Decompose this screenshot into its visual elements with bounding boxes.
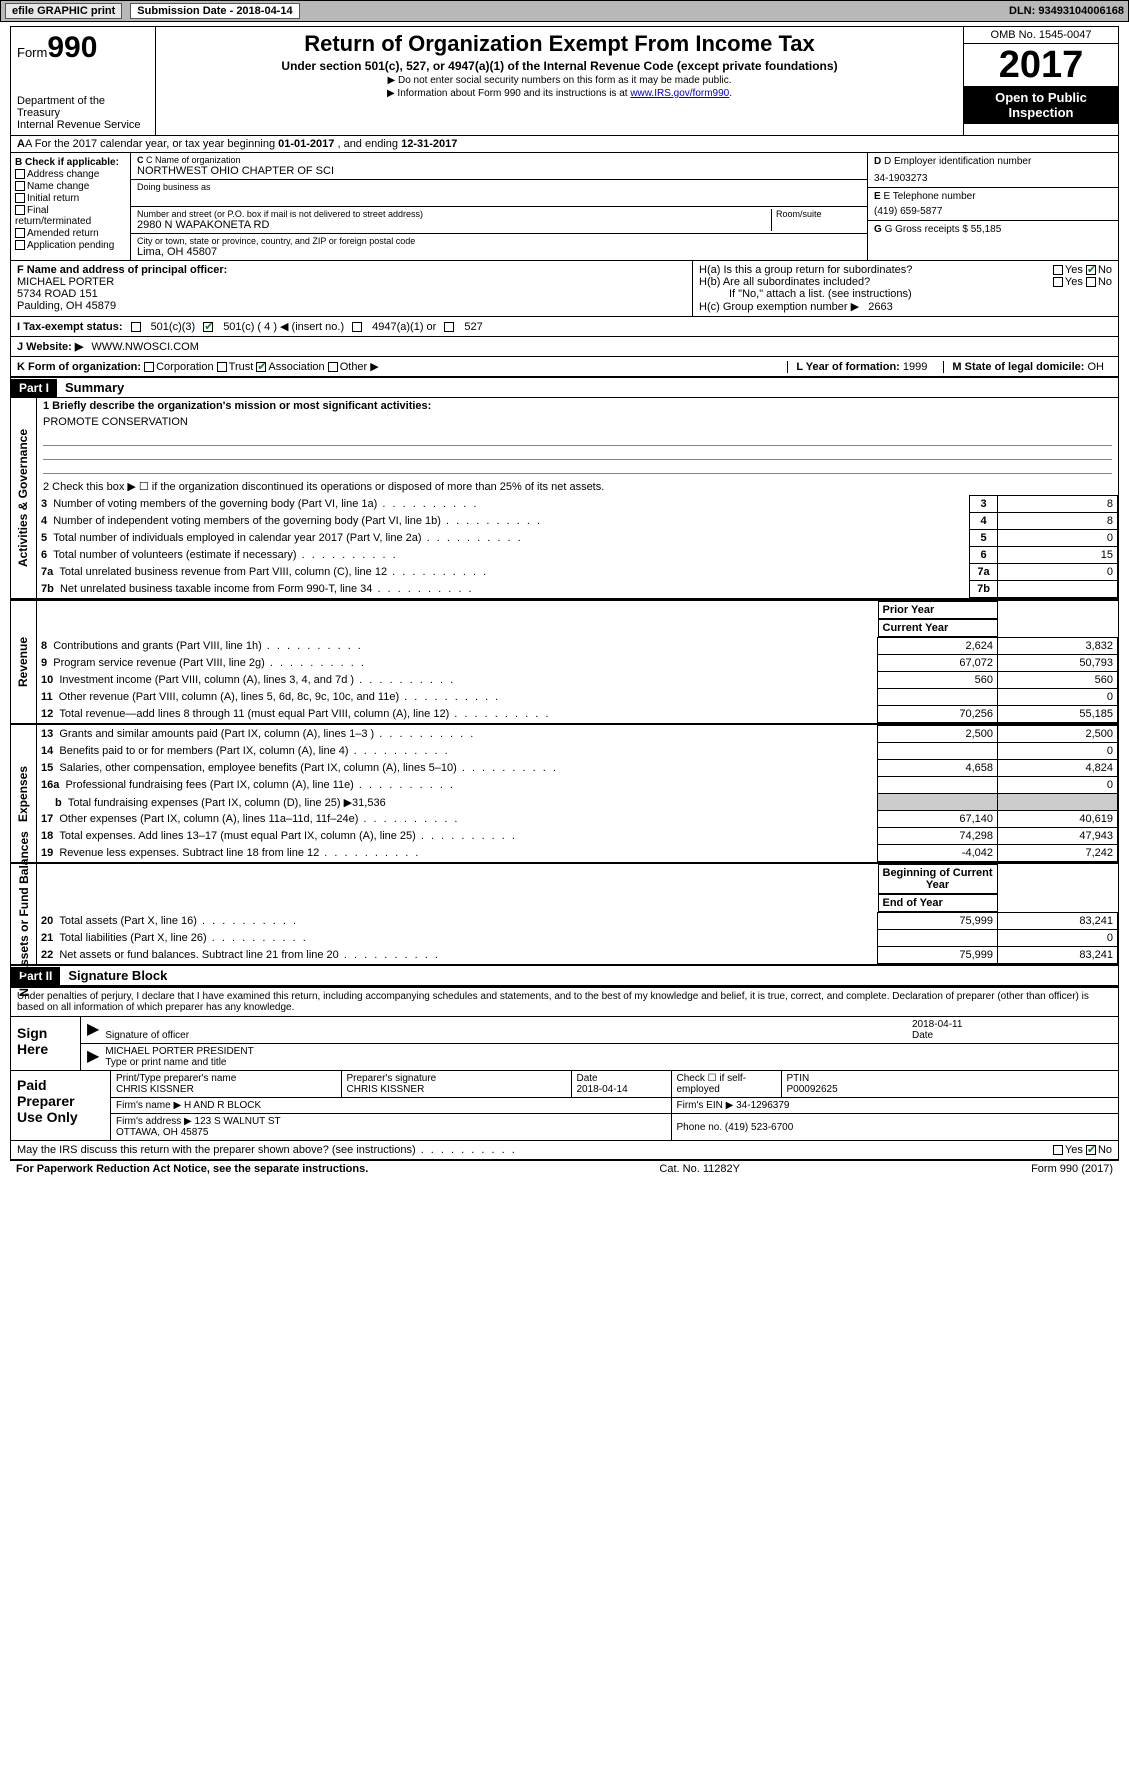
chk-pending[interactable] bbox=[15, 240, 25, 250]
group-exemption: 2663 bbox=[868, 301, 892, 313]
sign-here-label: Sign Here bbox=[11, 1017, 81, 1070]
ha-yes[interactable] bbox=[1053, 265, 1063, 275]
open-to-public: Open to Public Inspection bbox=[964, 86, 1118, 124]
city-state-zip: Lima, OH 45807 bbox=[137, 246, 861, 258]
preparer-name: CHRIS KISSNER bbox=[116, 1084, 336, 1095]
chk-name[interactable] bbox=[15, 181, 25, 191]
org-name: NORTHWEST OHIO CHAPTER OF SCI bbox=[137, 165, 861, 177]
expenses-table: 13 Grants and similar amounts paid (Part… bbox=[37, 725, 1118, 862]
chk-corp[interactable] bbox=[144, 362, 154, 372]
top-toolbar: efile GRAPHIC print Submission Date - 20… bbox=[0, 0, 1129, 22]
hb-no[interactable] bbox=[1086, 277, 1096, 287]
paid-preparer-label: Paid Preparer Use Only bbox=[11, 1071, 111, 1140]
form-subtitle: Under section 501(c), 527, or 4947(a)(1)… bbox=[164, 59, 955, 73]
vlabel-net: Net Assets or Fund Balances bbox=[11, 864, 37, 964]
chk-trust[interactable] bbox=[217, 362, 227, 372]
sign-date: 2018-04-11 bbox=[912, 1019, 1112, 1030]
form-note2: ▶ Information about Form 990 and its ins… bbox=[164, 88, 955, 99]
vlabel-governance: Activities & Governance bbox=[11, 398, 37, 598]
box-b: B Check if applicable: Address change Na… bbox=[11, 153, 131, 260]
line-a: AA For the 2017 calendar year, or tax ye… bbox=[10, 136, 1119, 153]
preparer-sig: CHRIS KISSNER bbox=[347, 1084, 566, 1095]
chk-4947[interactable] bbox=[352, 322, 362, 332]
omb-number: OMB No. 1545-0047 bbox=[964, 27, 1118, 44]
arrow-icon: ▶ bbox=[87, 1046, 99, 1068]
gross-receipts: 55,185 bbox=[971, 224, 1002, 235]
officer-name: MICHAEL PORTER bbox=[17, 276, 686, 288]
irs-link[interactable]: www.IRS.gov/form990 bbox=[630, 88, 729, 99]
chk-other[interactable] bbox=[328, 362, 338, 372]
chk-assoc[interactable] bbox=[256, 362, 266, 372]
submission-date: Submission Date - 2018-04-14 bbox=[130, 3, 299, 19]
efile-print-button[interactable]: efile GRAPHIC print bbox=[5, 3, 122, 19]
chk-501c3[interactable] bbox=[131, 322, 141, 332]
form-title: Return of Organization Exempt From Incom… bbox=[164, 31, 955, 57]
website: WWW.NWOSCI.COM bbox=[91, 341, 199, 353]
revenue-table: Prior YearCurrent Year8 Contributions an… bbox=[37, 601, 1118, 723]
officer-addr1: 5734 ROAD 151 bbox=[17, 288, 686, 300]
perjury-text: Under penalties of perjury, I declare th… bbox=[10, 986, 1119, 1017]
arrow-icon: ▶ bbox=[87, 1019, 99, 1041]
page-footer: For Paperwork Reduction Act Notice, see … bbox=[10, 1160, 1119, 1177]
firm-ein: 34-1296379 bbox=[736, 1100, 789, 1111]
chk-501c[interactable] bbox=[203, 322, 213, 332]
part-ii-title: Signature Block bbox=[60, 966, 175, 985]
firm-name: H AND R BLOCK bbox=[184, 1100, 261, 1111]
ptin: P00092625 bbox=[787, 1084, 1114, 1095]
street-address: 2980 N WAPAKONETA RD bbox=[137, 219, 771, 231]
form-note1: ▶ Do not enter social security numbers o… bbox=[164, 75, 955, 86]
chk-amended[interactable] bbox=[15, 228, 25, 238]
part-i-title: Summary bbox=[57, 378, 132, 397]
chk-initial[interactable] bbox=[15, 193, 25, 203]
chk-final[interactable] bbox=[15, 205, 25, 215]
hb-yes[interactable] bbox=[1053, 277, 1063, 287]
ha-no[interactable] bbox=[1086, 265, 1096, 275]
governance-table: 3 Number of voting members of the govern… bbox=[37, 495, 1118, 598]
tax-year: 2017 bbox=[964, 44, 1118, 86]
self-employed-check[interactable]: Check ☐ if self-employed bbox=[671, 1071, 781, 1098]
officer-addr2: Paulding, OH 45879 bbox=[17, 300, 686, 312]
net-assets-table: Beginning of Current YearEnd of Year20 T… bbox=[37, 864, 1118, 964]
dln-label: DLN: 93493104006168 bbox=[1009, 5, 1124, 17]
domicile-state: OH bbox=[1088, 361, 1105, 373]
part-i-tag: Part I bbox=[11, 379, 57, 397]
form-number: Form990 bbox=[17, 31, 149, 65]
ein: 34-1903273 bbox=[874, 173, 1112, 184]
dept-label: Department of the Treasury Internal Reve… bbox=[17, 95, 149, 131]
form-header: Form990 Department of the Treasury Inter… bbox=[10, 26, 1119, 136]
chk-527[interactable] bbox=[444, 322, 454, 332]
discuss-no[interactable] bbox=[1086, 1145, 1096, 1155]
firm-phone: (419) 523-6700 bbox=[725, 1122, 793, 1133]
vlabel-revenue: Revenue bbox=[11, 601, 37, 723]
phone: (419) 659-5877 bbox=[874, 206, 1112, 217]
preparer-date: 2018-04-14 bbox=[577, 1084, 666, 1095]
mission-text: PROMOTE CONSERVATION bbox=[37, 414, 1118, 430]
officer-sig-name: MICHAEL PORTER PRESIDENT bbox=[105, 1046, 253, 1057]
chk-address[interactable] bbox=[15, 169, 25, 179]
discuss-yes[interactable] bbox=[1053, 1145, 1063, 1155]
year-formed: 1999 bbox=[903, 361, 927, 373]
